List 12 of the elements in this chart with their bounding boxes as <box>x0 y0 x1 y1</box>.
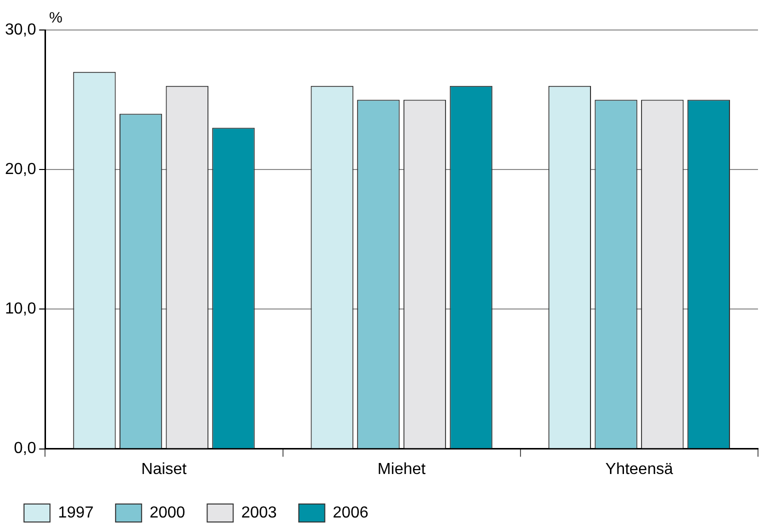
y-tick-label: 0,0 <box>14 440 36 458</box>
legend-label: 2006 <box>332 504 368 522</box>
y-tick-label: 20,0 <box>5 161 36 178</box>
x-tick-label: Yhteensä <box>605 460 674 478</box>
legend-label: 2000 <box>150 504 186 522</box>
legend-label: 1997 <box>58 504 94 522</box>
legend-label: 2003 <box>241 504 277 522</box>
x-tick-label: Miehet <box>378 460 426 478</box>
x-tick-label: Naiset <box>141 460 188 478</box>
y-tick-label: 30,0 <box>5 21 36 38</box>
y-tick-label: 10,0 <box>5 300 36 318</box>
y-axis-title: % <box>49 10 62 27</box>
